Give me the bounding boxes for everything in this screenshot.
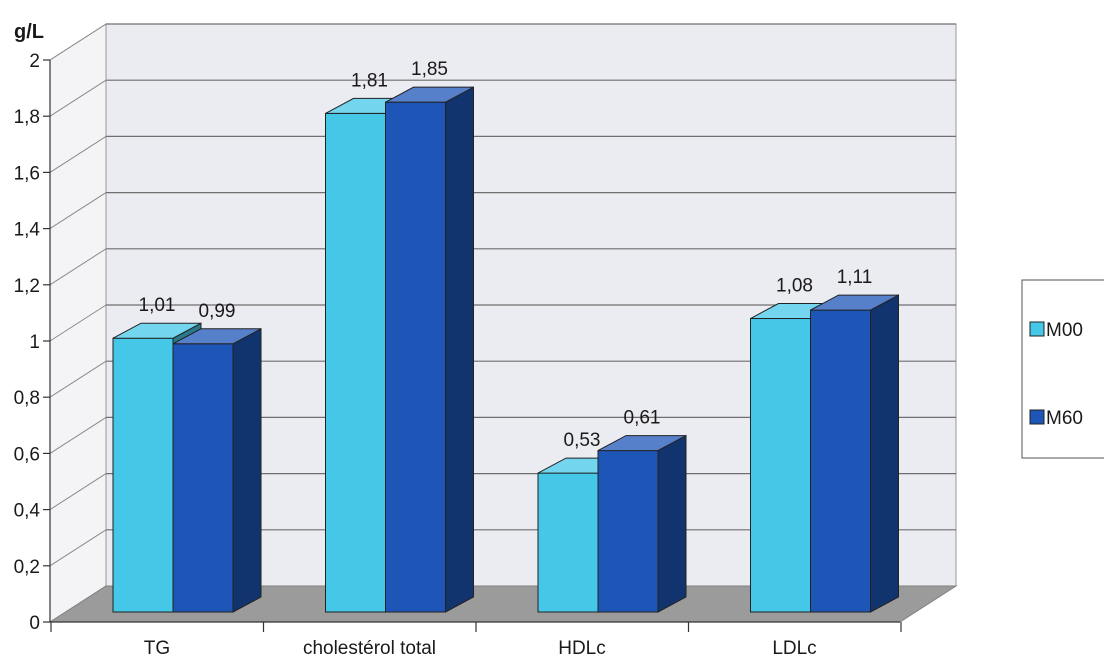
- bar-front: [810, 309, 871, 613]
- bar-front: [325, 112, 386, 613]
- bar-M60-3: [810, 294, 899, 613]
- data-label: 0,53: [564, 430, 601, 451]
- y-axis: 0 0,2 0,4 0,6 0,8 1 1,2 1,4 1,6 1,8 2: [14, 51, 51, 634]
- bar-M60-1: [385, 86, 474, 613]
- x-tick-label: LDLc: [772, 638, 816, 659]
- bar-front: [172, 343, 234, 613]
- bar-side: [445, 86, 474, 613]
- y-tick-label: 1,6: [14, 163, 40, 184]
- x-tick-label: cholestérol total: [303, 638, 436, 659]
- bar-top: [385, 86, 474, 103]
- y-tick-label: 0,8: [14, 388, 40, 409]
- legend-swatch: [1029, 321, 1045, 337]
- bar-front: [597, 450, 659, 613]
- gridline-side: [49, 529, 107, 567]
- bar-top: [172, 328, 262, 345]
- y-tick-label: 0,2: [14, 557, 40, 578]
- legend: M00 M60: [1021, 279, 1104, 459]
- data-label: 1,08: [776, 276, 813, 297]
- y-tick-label: 2: [29, 51, 40, 72]
- data-labels: 1,01 0,99 1,81 1,85 0,53 0,61 1,08 1,11: [139, 59, 873, 451]
- bar-front: [112, 337, 174, 613]
- gridline-side: [49, 79, 107, 117]
- bar-top: [810, 294, 899, 311]
- legend-label: M00: [1046, 320, 1083, 341]
- gridline-side: [49, 248, 107, 286]
- bar-side: [232, 327, 262, 613]
- bar-top: [112, 322, 202, 339]
- data-label: 1,11: [837, 267, 873, 288]
- gridline-side: [49, 304, 107, 342]
- x-axis: TG cholestérol total HDLc LDLc: [50, 621, 902, 659]
- y-tick-label: 0: [29, 613, 40, 634]
- gridline-side: [49, 192, 107, 230]
- gridline-side: [49, 23, 107, 61]
- bar-front: [537, 472, 599, 613]
- bars: [112, 86, 899, 613]
- data-label: 0,61: [624, 408, 661, 429]
- bar-top: [597, 435, 687, 452]
- y-tick-label: 0,6: [14, 444, 40, 465]
- y-tick-label: 0,4: [14, 501, 41, 522]
- x-tick-label: TG: [144, 638, 170, 659]
- gridline-side: [49, 360, 107, 398]
- y-tick-label: 1: [29, 332, 40, 353]
- data-label: 1,81: [351, 70, 388, 91]
- gridline-side: [49, 135, 107, 173]
- bar-side: [870, 294, 899, 613]
- gridline-side: [49, 473, 107, 511]
- y-axis-unit: g/L: [14, 21, 44, 43]
- legend-label: M60: [1046, 408, 1083, 429]
- bar-M60-2: [597, 434, 687, 613]
- x-tick-label: HDLc: [558, 638, 606, 659]
- legend-swatch: [1029, 409, 1045, 425]
- bar-side: [657, 434, 687, 613]
- bar-front: [750, 318, 811, 613]
- y-tick-label: 1,4: [14, 220, 41, 241]
- gridline-side: [49, 416, 107, 454]
- bar-M60-0: [172, 327, 262, 613]
- data-label: 0,99: [199, 301, 236, 322]
- y-tick-label: 1,2: [14, 276, 40, 297]
- data-label: 1,85: [411, 59, 448, 80]
- y-tick-label: 1,8: [14, 107, 40, 128]
- bar-front: [385, 101, 446, 613]
- data-label: 1,01: [139, 295, 176, 316]
- legend-box: [1021, 279, 1104, 459]
